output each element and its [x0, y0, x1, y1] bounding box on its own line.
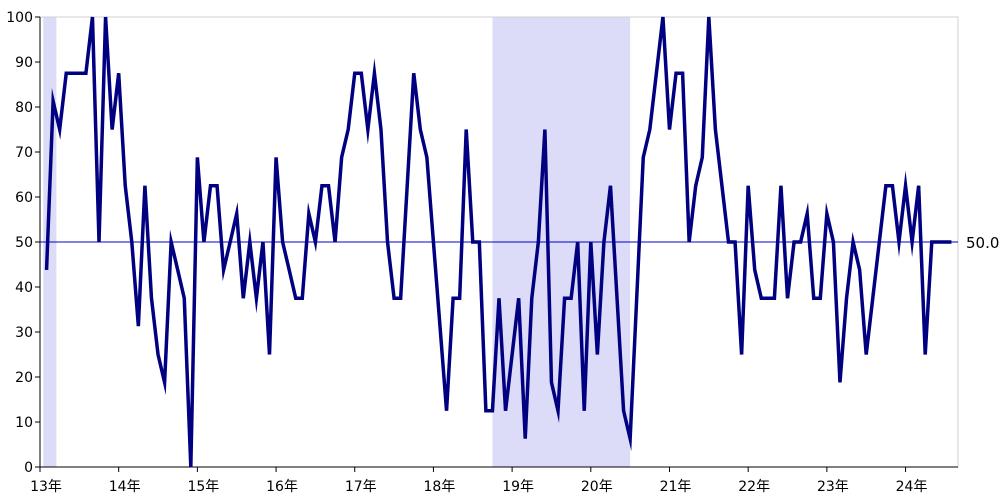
x-tick-label: 15年 — [187, 479, 219, 495]
y-tick-label: 30 — [15, 325, 33, 341]
reference-line-group: 50.0 — [40, 234, 999, 252]
y-tick-label: 10 — [15, 415, 33, 431]
axes: 0 10 20 30 40 50 60 70 80 90 100 13年 14年 15年 16年 17年 18年… — [6, 10, 958, 495]
y-tick-label: 100 — [6, 10, 33, 26]
y-tick-label: 90 — [15, 55, 33, 71]
x-tick-label: 16年 — [266, 479, 298, 495]
series-group — [44, 16, 952, 468]
series-line — [44, 16, 952, 468]
reference-line-label: 50.0 — [966, 234, 999, 252]
x-tick-label: 18年 — [424, 479, 456, 495]
x-tick-label: 13年 — [30, 479, 62, 495]
y-tick-label: 70 — [15, 145, 33, 161]
y-tick-label: 80 — [15, 100, 33, 116]
x-tick-label: 17年 — [345, 479, 377, 495]
x-tick-label: 14年 — [109, 479, 141, 495]
x-tick-label: 19年 — [502, 479, 534, 495]
y-tick-label: 50 — [15, 235, 33, 251]
x-tick-label: 22年 — [738, 479, 770, 495]
x-tick-label: 23年 — [817, 479, 849, 495]
y-tick-label: 60 — [15, 190, 33, 206]
y-tick-label: 0 — [24, 460, 33, 476]
x-tick-label: 21年 — [660, 479, 692, 495]
x-tick-label: 20年 — [581, 479, 613, 495]
y-tick-label: 40 — [15, 280, 33, 296]
x-tick-label: 24年 — [896, 479, 928, 495]
y-tick-label: 20 — [15, 370, 33, 386]
